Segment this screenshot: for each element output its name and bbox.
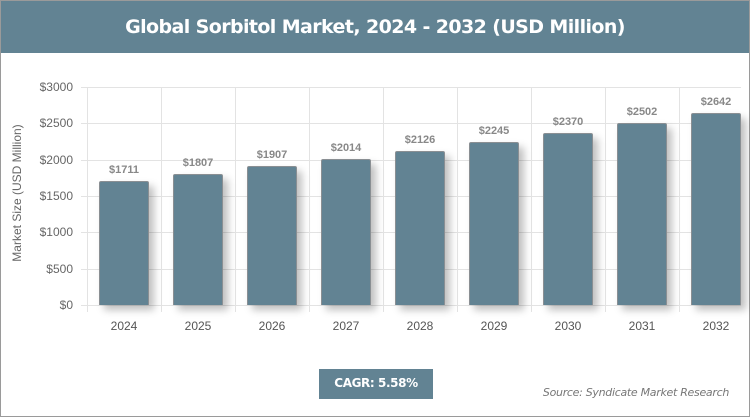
y-tick-label: $2500 xyxy=(39,116,73,131)
gridline-h xyxy=(81,305,741,306)
x-tick-label: 2026 xyxy=(258,319,286,333)
bar-2031 xyxy=(617,123,667,305)
bar-2027 xyxy=(321,158,371,305)
value-label: $2642 xyxy=(700,96,732,108)
x-tick-label: 2024 xyxy=(110,319,138,333)
bar-2030 xyxy=(543,132,593,305)
y-tick-label: $2000 xyxy=(39,152,73,167)
bar-2025 xyxy=(173,173,223,305)
y-tick-label: $1000 xyxy=(39,225,73,240)
gridline-v xyxy=(161,87,162,312)
x-tick-label: 2029 xyxy=(480,319,508,333)
value-label: $2245 xyxy=(478,124,510,137)
value-label: $1807 xyxy=(182,156,214,169)
x-tick-label: 2025 xyxy=(184,319,212,333)
x-tick-label: 2031 xyxy=(628,319,656,333)
gridline-h xyxy=(81,87,741,88)
gridline-v xyxy=(531,87,532,312)
value-label: $1907 xyxy=(256,149,288,162)
gridline-v xyxy=(383,87,384,312)
x-tick-label: 2027 xyxy=(332,319,360,333)
x-tick-label: 2030 xyxy=(554,319,582,333)
value-label: $1711 xyxy=(109,163,139,176)
bar-2028 xyxy=(395,150,445,305)
gridline-h xyxy=(81,123,741,125)
value-label: $2502 xyxy=(626,106,658,119)
gridline-v xyxy=(235,87,236,312)
y-tick-label: $0 xyxy=(59,298,73,312)
gridline-v xyxy=(679,87,680,312)
value-label: $2126 xyxy=(404,133,436,146)
gridline-v xyxy=(309,87,310,312)
y-tick-label: $3000 xyxy=(39,80,73,94)
x-tick-label: 2032 xyxy=(702,319,730,333)
y-tick-label: $1500 xyxy=(39,189,73,203)
bar-2032 xyxy=(691,113,741,305)
y-tick-label: $500 xyxy=(46,261,73,276)
bar-2026 xyxy=(247,166,297,305)
value-label: $2014 xyxy=(330,141,362,154)
gridline-v xyxy=(87,87,88,312)
bar-2024 xyxy=(99,180,149,305)
gridline-v xyxy=(605,87,606,312)
x-tick-label: 2028 xyxy=(406,319,434,333)
bar-2029 xyxy=(469,141,519,305)
value-label: $2370 xyxy=(552,115,584,128)
gridline-v xyxy=(457,87,458,312)
source-note: Source: Syndicate Market Research xyxy=(542,386,729,399)
chart-title: Global Sorbitol Market, 2024 - 2032 (USD… xyxy=(1,1,749,53)
cagr-badge: CAGR: 5.58% xyxy=(319,369,433,399)
